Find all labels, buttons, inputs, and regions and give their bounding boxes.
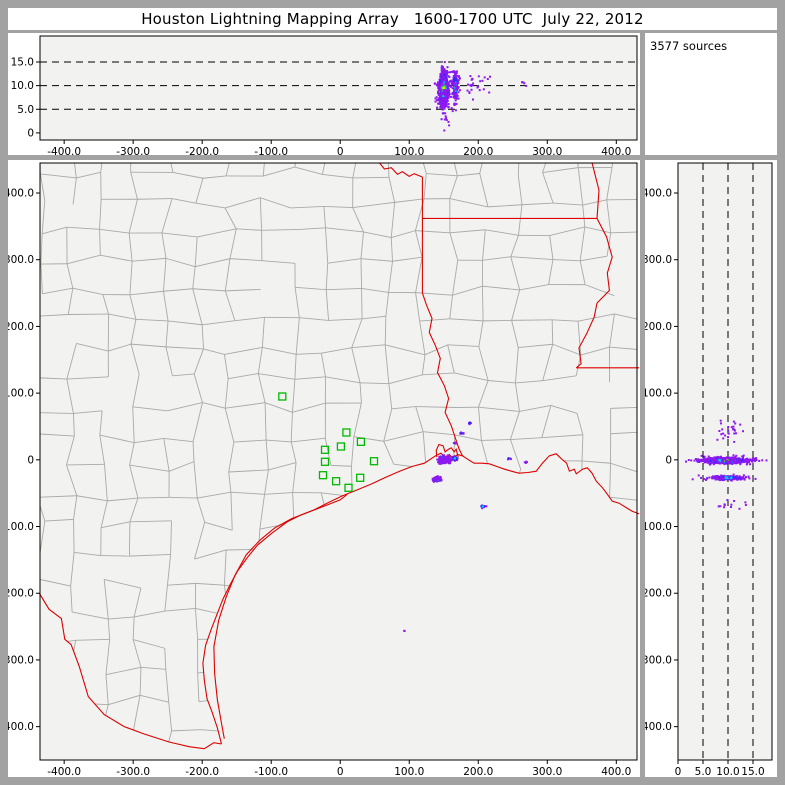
svg-text:100.0: 100.0 [394, 766, 424, 777]
svg-text:400.0: 400.0 [645, 188, 672, 200]
svg-text:10.0: 10.0 [11, 80, 34, 92]
map-plot: -400.0 -300.0 -200.0 -100.0 0 100.0 200.0 300.0… [8, 162, 640, 777]
altitude-vs-eastwest-plot: -400.0 -300.0 -200.0 -100.0 0 100.0 200.0 300.0… [11, 35, 638, 155]
svg-text:-100.0: -100.0 [254, 146, 288, 155]
svg-text:-200.0: -200.0 [185, 766, 219, 777]
svg-text:200.0: 200.0 [463, 766, 493, 777]
sources-count-label: 3577 sources [650, 39, 728, 53]
svg-text:-300.0: -300.0 [8, 654, 34, 666]
svg-text:-400.0: -400.0 [47, 766, 81, 777]
svg-text:100.0: 100.0 [645, 388, 672, 400]
svg-text:400.0: 400.0 [601, 766, 631, 777]
svg-text:-100.0: -100.0 [645, 521, 672, 533]
svg-text:100.0: 100.0 [8, 388, 34, 400]
svg-text:-300.0: -300.0 [116, 146, 150, 155]
svg-text:15.0: 15.0 [11, 57, 34, 69]
svg-text:-300.0: -300.0 [116, 766, 150, 777]
svg-text:-400.0: -400.0 [645, 721, 672, 733]
svg-text:400.0: 400.0 [601, 146, 631, 155]
svg-text:-400.0: -400.0 [47, 146, 81, 155]
svg-text:-200.0: -200.0 [645, 588, 672, 600]
svg-text:-100.0: -100.0 [254, 766, 288, 777]
lma-stations [278, 392, 379, 492]
svg-text:0: 0 [27, 454, 34, 466]
svg-text:15.0: 15.0 [741, 766, 764, 777]
sources-count-panel: 3577 sources [645, 33, 777, 155]
svg-text:-200.0: -200.0 [185, 146, 219, 155]
svg-text:5.0: 5.0 [17, 104, 34, 116]
svg-text:0: 0 [337, 146, 344, 155]
svg-text:300.0: 300.0 [645, 254, 672, 266]
svg-text:400.0: 400.0 [8, 188, 34, 200]
svg-text:200.0: 200.0 [463, 146, 493, 155]
svg-text:300.0: 300.0 [8, 254, 34, 266]
altitude-vs-northsouth-panel: 0 5.0 10.015.0 -400.0 -300.0 -200.0 -100.0 0 100… [645, 160, 777, 777]
svg-text:300.0: 300.0 [532, 146, 562, 155]
svg-text:-400.0: -400.0 [8, 721, 34, 733]
svg-text:-100.0: -100.0 [8, 521, 34, 533]
svg-text:0: 0 [27, 127, 34, 139]
svg-text:200.0: 200.0 [8, 321, 34, 333]
svg-text:0: 0 [675, 766, 682, 777]
page-title: Houston Lightning Mapping Array 1600-170… [8, 8, 777, 30]
svg-text:5.0: 5.0 [695, 766, 712, 777]
altitude-vs-eastwest-panel: -400.0 -300.0 -200.0 -100.0 0 100.0 200.0 300.0… [8, 33, 640, 155]
svg-text:200.0: 200.0 [645, 321, 672, 333]
map-panel: -400.0 -300.0 -200.0 -100.0 0 100.0 200.0 300.0… [8, 160, 640, 777]
svg-text:100.0: 100.0 [394, 146, 424, 155]
svg-text:10.0: 10.0 [716, 766, 739, 777]
svg-text:300.0: 300.0 [532, 766, 562, 777]
svg-text:-300.0: -300.0 [645, 654, 672, 666]
svg-text:-200.0: -200.0 [8, 588, 34, 600]
altitude-vs-northsouth-plot: 0 5.0 10.015.0 -400.0 -300.0 -200.0 -100.0 0 100… [645, 162, 773, 777]
svg-text:0: 0 [337, 766, 344, 777]
svg-text:0: 0 [665, 454, 672, 466]
